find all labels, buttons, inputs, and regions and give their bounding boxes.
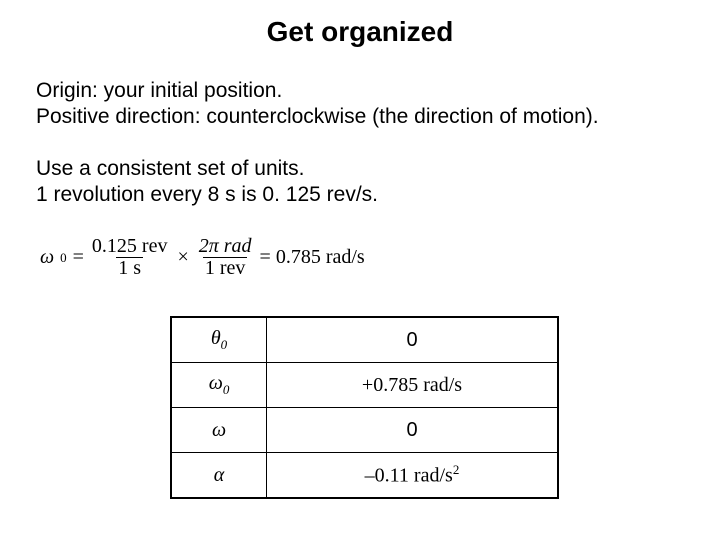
eq-frac2: 2π rad 1 rev bbox=[197, 236, 254, 279]
kinematics-table: θ0 0 ω0 +0.785 rad/s ω 0 α bbox=[170, 316, 559, 499]
eq-frac1-num: 0.125 rev bbox=[90, 236, 170, 257]
paragraph-1: Origin: your initial position. Positive … bbox=[36, 78, 599, 131]
sym-main: α bbox=[214, 464, 225, 486]
eq-lhs-sub: 0 bbox=[60, 250, 67, 266]
paragraph-2: Use a consistent set of units. 1 revolut… bbox=[36, 156, 378, 209]
table-row: α –0.11 rad/s2 bbox=[171, 453, 558, 499]
val-alpha-prefix: –0.11 rad/s bbox=[365, 465, 453, 487]
val-theta0: 0 bbox=[267, 317, 559, 363]
eq-times: × bbox=[175, 246, 190, 269]
sym-theta0: θ0 bbox=[171, 317, 267, 363]
sym-sub: 0 bbox=[221, 337, 228, 352]
sym-main: ω bbox=[209, 372, 223, 394]
para1-line1: Origin: your initial position. bbox=[36, 79, 282, 102]
eq-frac2-den: 1 rev bbox=[203, 257, 248, 279]
eq-result: = 0.785 rad/s bbox=[260, 246, 365, 269]
sym-main: ω bbox=[212, 419, 226, 441]
table-row: ω0 +0.785 rad/s bbox=[171, 363, 558, 408]
sym-alpha: α bbox=[171, 453, 267, 499]
eq-frac1-den: 1 s bbox=[116, 257, 143, 279]
val-alpha: –0.11 rad/s2 bbox=[267, 453, 559, 499]
sym-sub: 0 bbox=[223, 382, 230, 397]
slide-title: Get organized bbox=[0, 16, 720, 48]
val-alpha-sup: 2 bbox=[453, 462, 460, 477]
eq-frac2-num: 2π rad bbox=[197, 236, 254, 257]
sym-main: θ bbox=[211, 327, 221, 349]
eq-equals: = bbox=[73, 246, 84, 269]
para2-line2: 1 revolution every 8 s is 0. 125 rev/s. bbox=[36, 183, 378, 206]
val-omega: 0 bbox=[267, 408, 559, 453]
para2-line1: Use a consistent set of units. bbox=[36, 157, 304, 180]
sym-omega: ω bbox=[171, 408, 267, 453]
eq-lhs-symbol: ω bbox=[40, 246, 54, 269]
table-row: ω 0 bbox=[171, 408, 558, 453]
eq-frac1: 0.125 rev 1 s bbox=[90, 236, 170, 279]
sym-omega0: ω0 bbox=[171, 363, 267, 408]
omega0-equation: ω0 = 0.125 rev 1 s × 2π rad 1 rev = 0.78… bbox=[40, 236, 365, 279]
val-omega0: +0.785 rad/s bbox=[267, 363, 559, 408]
table-row: θ0 0 bbox=[171, 317, 558, 363]
para1-line2: Positive direction: counterclockwise (th… bbox=[36, 105, 599, 128]
